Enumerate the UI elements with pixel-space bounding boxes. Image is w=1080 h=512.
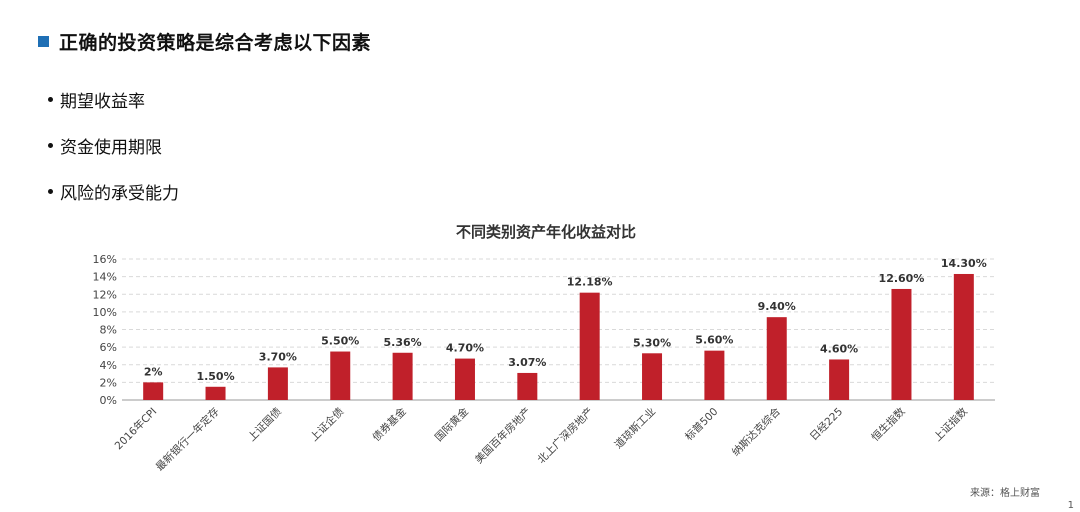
x-tick-label: 2016年CPI <box>112 405 159 452</box>
data-label: 3.07% <box>508 356 546 369</box>
chart-title: 不同类别资产年化收益对比 <box>456 223 636 241</box>
x-tick-label: 恒生指数 <box>869 405 908 444</box>
bullet-dot-icon <box>48 188 53 194</box>
x-tick-label: 上证指数 <box>931 405 970 444</box>
data-label: 4.60% <box>820 342 858 355</box>
bar <box>829 359 850 400</box>
bar <box>517 372 538 400</box>
data-label: 2% <box>144 365 163 378</box>
bar <box>330 351 351 400</box>
y-tick-label: 8% <box>100 324 117 337</box>
x-tick-label: 上证企债 <box>307 405 346 444</box>
bullet-text: 期望收益率 <box>60 91 145 112</box>
x-tick-label: 日经225 <box>807 405 845 443</box>
data-label: 5.36% <box>384 336 422 349</box>
bullet-item: 风险的承受能力 <box>48 168 179 214</box>
data-label: 5.60% <box>695 334 733 347</box>
grid-layer: 0% 2% 4% 6% 8% 10% 12% 14% 16% <box>93 253 995 407</box>
bullet-item: 资金使用期限 <box>48 122 179 168</box>
x-tick-label: 债券基金 <box>370 405 409 444</box>
bar <box>953 273 974 400</box>
title-bullet-square <box>38 36 49 47</box>
bullet-list: 期望收益率 资金使用期限 风险的承受能力 <box>48 76 179 214</box>
bullet-text: 风险的承受能力 <box>60 183 179 204</box>
x-tick-label: 标普500 <box>682 405 720 443</box>
bar <box>891 288 912 400</box>
page-number: 1 <box>1067 500 1074 511</box>
slide-title-row: 正确的投资策略是综合考虑以下因素 <box>38 28 371 55</box>
bars-layer <box>143 273 974 400</box>
y-tick-label: 16% <box>93 253 117 266</box>
y-tick-label: 4% <box>100 359 117 372</box>
bar <box>579 292 600 400</box>
x-tick-label: 上证国债 <box>245 405 284 444</box>
y-tick-label: 14% <box>93 271 117 284</box>
bullet-dot-icon <box>48 96 53 102</box>
x-tick-label: 美国百年房地产 <box>472 405 533 466</box>
x-tick-label: 国际黄金 <box>432 405 471 444</box>
y-tick-label: 12% <box>93 288 117 301</box>
bar <box>267 367 288 400</box>
y-tick-label: 6% <box>100 341 117 354</box>
bar <box>143 382 164 400</box>
data-label: 1.50% <box>196 370 234 383</box>
bar <box>454 358 475 400</box>
data-label: 5.30% <box>633 336 671 349</box>
bar <box>766 317 787 400</box>
bar <box>205 386 226 400</box>
source-note: 来源：格上财富 <box>970 488 1040 499</box>
bar <box>392 352 413 400</box>
bullet-dot-icon <box>48 142 53 148</box>
data-label: 12.60% <box>879 272 925 285</box>
data-label: 4.70% <box>446 342 484 355</box>
x-tick-label: 最新银行一年定存 <box>153 405 222 474</box>
y-tick-label: 10% <box>93 306 117 319</box>
x-tick-label: 道琼斯工业 <box>612 405 658 451</box>
bullet-text: 资金使用期限 <box>60 137 162 158</box>
data-label: 9.40% <box>758 300 796 313</box>
bar <box>704 350 725 400</box>
bar <box>642 353 663 400</box>
y-tick-label: 0% <box>100 394 117 407</box>
y-tick-label: 2% <box>100 376 117 389</box>
x-tick-label: 北上广深房地产 <box>535 405 596 466</box>
data-label: 12.18% <box>567 276 613 289</box>
data-label: 14.30% <box>941 257 987 270</box>
slide-title: 正确的投资策略是综合考虑以下因素 <box>59 32 372 54</box>
x-tick-label: 纳斯达克综合 <box>729 405 783 459</box>
bullet-item: 期望收益率 <box>48 76 179 122</box>
data-label: 5.50% <box>321 335 359 348</box>
data-label: 3.70% <box>259 350 297 363</box>
